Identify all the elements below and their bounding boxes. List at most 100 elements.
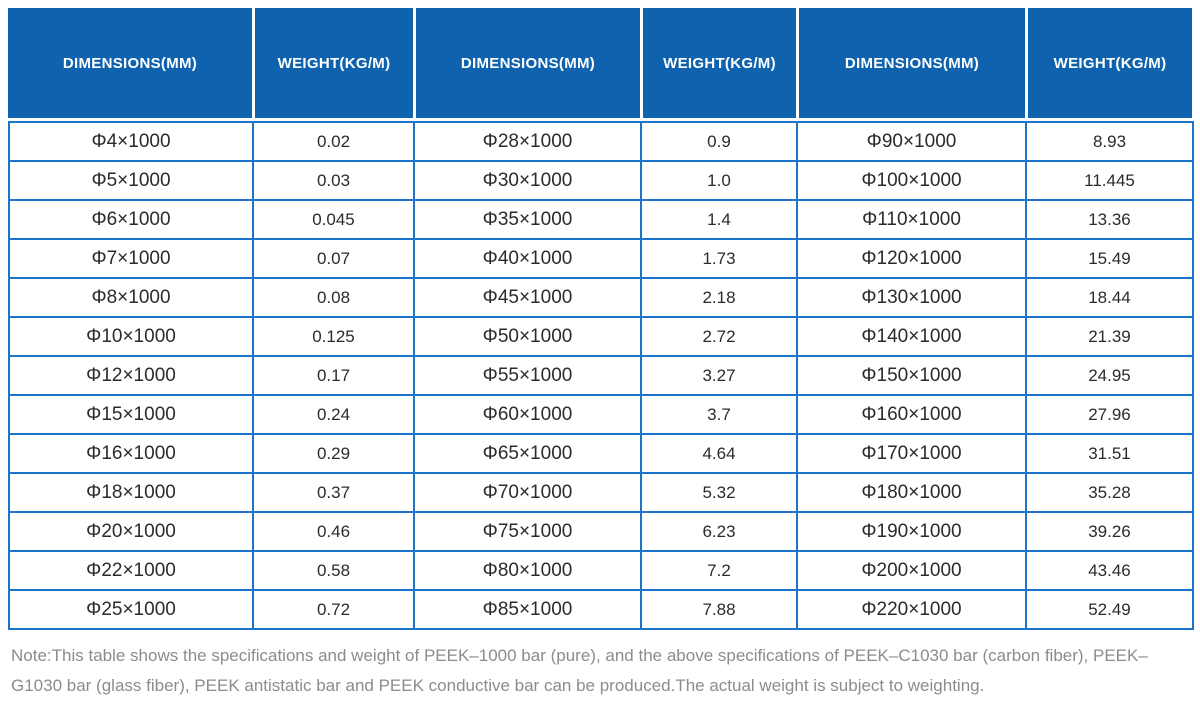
weight-cell: 4.64 (640, 433, 798, 474)
dimension-cell: Φ40×1000 (413, 238, 642, 279)
dimension-cell: Φ180×1000 (796, 472, 1027, 513)
dimension-cell: Φ45×1000 (413, 277, 642, 318)
weight-cell: 13.36 (1025, 199, 1194, 240)
weight-cell: 0.72 (252, 589, 415, 630)
dimension-cell: Φ160×1000 (796, 394, 1027, 435)
table-row: Φ22×1000 0.58 Φ80×1000 7.2 Φ200×1000 43.46 (8, 550, 1194, 591)
dimension-cell: Φ110×1000 (796, 199, 1027, 240)
dimension-cell: Φ50×1000 (413, 316, 642, 357)
dimension-cell: Φ100×1000 (796, 160, 1027, 201)
table-row: Φ12×1000 0.17 Φ55×1000 3.27 Φ150×1000 24.95 (8, 355, 1194, 396)
weight-cell: 15.49 (1025, 238, 1194, 279)
dimension-cell: Φ190×1000 (796, 511, 1027, 552)
header-weight-1: WEIGHT(KG/M) (252, 8, 413, 118)
table-row: Φ16×1000 0.29 Φ65×1000 4.64 Φ170×1000 31.51 (8, 433, 1194, 474)
weight-cell: 0.29 (252, 433, 415, 474)
table-row: Φ4×1000 0.02 Φ28×1000 0.9 Φ90×1000 8.93 (8, 121, 1194, 162)
dimension-cell: Φ10×1000 (8, 316, 254, 357)
weight-cell: 6.23 (640, 511, 798, 552)
header-weight-3: WEIGHT(KG/M) (1025, 8, 1192, 118)
table-row: Φ25×1000 0.72 Φ85×1000 7.88 Φ220×1000 52.49 (8, 589, 1194, 630)
dimension-cell: Φ60×1000 (413, 394, 642, 435)
dimension-cell: Φ35×1000 (413, 199, 642, 240)
dimension-cell: Φ150×1000 (796, 355, 1027, 396)
table-row: Φ15×1000 0.24 Φ60×1000 3.7 Φ160×1000 27.96 (8, 394, 1194, 435)
dimension-cell: Φ130×1000 (796, 277, 1027, 318)
table-row: Φ10×1000 0.125 Φ50×1000 2.72 Φ140×1000 21.39 (8, 316, 1194, 357)
table-row: Φ8×1000 0.08 Φ45×1000 2.18 Φ130×1000 18.44 (8, 277, 1194, 318)
spec-table-body: Φ4×1000 0.02 Φ28×1000 0.9 Φ90×1000 8.93 Φ5×100… (8, 121, 1194, 630)
weight-cell: 0.03 (252, 160, 415, 201)
weight-cell: 21.39 (1025, 316, 1194, 357)
weight-cell: 24.95 (1025, 355, 1194, 396)
table-row: Φ7×1000 0.07 Φ40×1000 1.73 Φ120×1000 15.49 (8, 238, 1194, 279)
weight-cell: 3.7 (640, 394, 798, 435)
table-note: Note:This table shows the specifications… (11, 646, 1148, 695)
weight-cell: 0.37 (252, 472, 415, 513)
weight-cell: 0.46 (252, 511, 415, 552)
weight-cell: 0.045 (252, 199, 415, 240)
dimension-cell: Φ12×1000 (8, 355, 254, 396)
dimension-cell: Φ70×1000 (413, 472, 642, 513)
header-dimensions-2: DIMENSIONS(MM) (413, 8, 640, 118)
dimension-cell: Φ30×1000 (413, 160, 642, 201)
dimension-cell: Φ8×1000 (8, 277, 254, 318)
table-row: Φ20×1000 0.46 Φ75×1000 6.23 Φ190×1000 39.26 (8, 511, 1194, 552)
dimension-cell: Φ4×1000 (8, 121, 254, 162)
weight-cell: 0.02 (252, 121, 415, 162)
dimension-cell: Φ120×1000 (796, 238, 1027, 279)
dimension-cell: Φ65×1000 (413, 433, 642, 474)
weight-cell: 35.28 (1025, 472, 1194, 513)
dimension-cell: Φ22×1000 (8, 550, 254, 591)
dimension-cell: Φ170×1000 (796, 433, 1027, 474)
weight-cell: 7.2 (640, 550, 798, 591)
dimension-cell: Φ140×1000 (796, 316, 1027, 357)
dimension-cell: Φ5×1000 (8, 160, 254, 201)
dimension-cell: Φ200×1000 (796, 550, 1027, 591)
table-row: Φ6×1000 0.045 Φ35×1000 1.4 Φ110×1000 13.36 (8, 199, 1194, 240)
weight-cell: 18.44 (1025, 277, 1194, 318)
weight-cell: 1.0 (640, 160, 798, 201)
weight-cell: 0.9 (640, 121, 798, 162)
weight-cell: 11.445 (1025, 160, 1194, 201)
dimension-cell: Φ7×1000 (8, 238, 254, 279)
dimension-cell: Φ6×1000 (8, 199, 254, 240)
table-header-row: DIMENSIONS(MM) WEIGHT(KG/M) DIMENSIONS(M… (8, 8, 1192, 118)
dimension-cell: Φ220×1000 (796, 589, 1027, 630)
dimension-cell: Φ20×1000 (8, 511, 254, 552)
weight-cell: 8.93 (1025, 121, 1194, 162)
weight-cell: 0.17 (252, 355, 415, 396)
header-dimensions-1: DIMENSIONS(MM) (8, 8, 252, 118)
table-row: Φ5×1000 0.03 Φ30×1000 1.0 Φ100×1000 11.445 (8, 160, 1194, 201)
dimension-cell: Φ55×1000 (413, 355, 642, 396)
dimension-cell: Φ28×1000 (413, 121, 642, 162)
dimension-cell: Φ85×1000 (413, 589, 642, 630)
weight-cell: 3.27 (640, 355, 798, 396)
header-weight-2: WEIGHT(KG/M) (640, 8, 796, 118)
weight-cell: 52.49 (1025, 589, 1194, 630)
header-dimensions-3: DIMENSIONS(MM) (796, 8, 1025, 118)
weight-cell: 5.32 (640, 472, 798, 513)
weight-cell: 0.24 (252, 394, 415, 435)
weight-cell: 43.46 (1025, 550, 1194, 591)
dimension-cell: Φ16×1000 (8, 433, 254, 474)
table-row: Φ18×1000 0.37 Φ70×1000 5.32 Φ180×1000 35.28 (8, 472, 1194, 513)
dimension-cell: Φ80×1000 (413, 550, 642, 591)
dimension-cell: Φ15×1000 (8, 394, 254, 435)
weight-cell: 2.18 (640, 277, 798, 318)
weight-cell: 27.96 (1025, 394, 1194, 435)
weight-cell: 0.08 (252, 277, 415, 318)
dimension-cell: Φ25×1000 (8, 589, 254, 630)
weight-cell: 0.125 (252, 316, 415, 357)
weight-cell: 39.26 (1025, 511, 1194, 552)
weight-cell: 1.73 (640, 238, 798, 279)
weight-cell: 1.4 (640, 199, 798, 240)
weight-cell: 2.72 (640, 316, 798, 357)
dimension-cell: Φ75×1000 (413, 511, 642, 552)
dimension-cell: Φ18×1000 (8, 472, 254, 513)
weight-cell: 0.58 (252, 550, 415, 591)
dimension-cell: Φ90×1000 (796, 121, 1027, 162)
weight-cell: 7.88 (640, 589, 798, 630)
weight-cell: 31.51 (1025, 433, 1194, 474)
